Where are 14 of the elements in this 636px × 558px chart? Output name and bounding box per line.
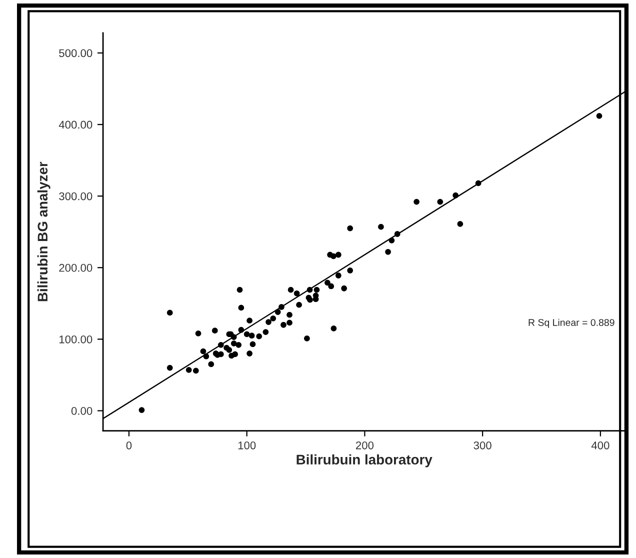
y-tick-label: 300.00 bbox=[59, 192, 92, 200]
x-tick-label: 400 bbox=[591, 441, 610, 450]
x-tick-label: 0 bbox=[126, 441, 132, 450]
y-tick-label: 200.00 bbox=[59, 264, 92, 272]
x-tick-label: 200 bbox=[356, 441, 374, 450]
y-tick-label: 400.00 bbox=[58, 120, 92, 129]
x-axis-title: Bilirubuin laboratory bbox=[296, 454, 432, 468]
x-tick-label: 100 bbox=[238, 441, 256, 450]
y-tick-label: 0.00 bbox=[71, 407, 92, 415]
y-axis-title: Bilirubin BG analyzer bbox=[37, 162, 50, 302]
y-tick-label: 100.00 bbox=[59, 335, 92, 344]
annotation: R Sq Linear = 0.889 bbox=[528, 318, 614, 328]
y-tick-label: 500.00 bbox=[59, 49, 92, 58]
x-tick-label: 300 bbox=[474, 441, 492, 450]
